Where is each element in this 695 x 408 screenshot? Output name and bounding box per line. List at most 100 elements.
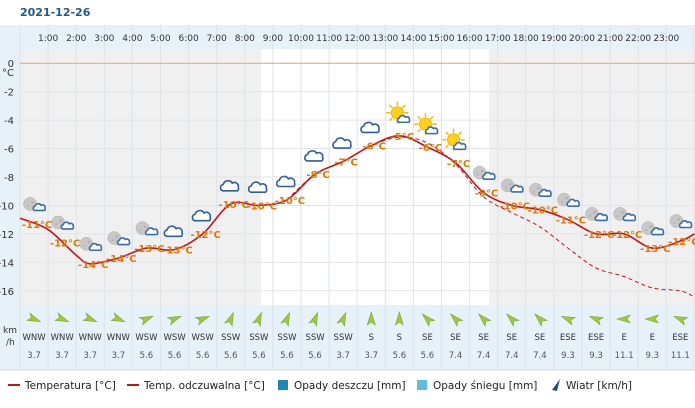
date-title: 2021-12-26	[20, 6, 91, 19]
night-cloud-icon	[613, 207, 637, 222]
wind-arrow-icon	[366, 310, 376, 326]
legend-item: Opady deszczu [mm]	[278, 380, 406, 392]
wind-arrow-icon	[280, 311, 291, 328]
wind-arrow-icon	[421, 313, 436, 328]
wind-arrow-icon	[138, 315, 154, 326]
wind-arrow-icon	[223, 311, 234, 328]
wind-direction: S	[369, 333, 374, 343]
wind-direction: SE	[506, 333, 517, 343]
wind-direction: WNW	[79, 333, 103, 343]
temperature-label: -12°C	[50, 238, 80, 249]
wind-speed: 5.6	[196, 351, 210, 361]
sun-cloud-icon	[442, 128, 467, 151]
wind-speed: 3.7	[83, 351, 97, 361]
cloud-icon	[275, 175, 296, 188]
wind-unit-h: /h	[6, 338, 15, 348]
wind-direction: SE	[422, 333, 433, 343]
temperature-label: -13°C	[640, 244, 670, 255]
cloud-icon	[219, 179, 240, 192]
wind-direction: SSW	[334, 333, 354, 343]
wind-speed: 3.7	[336, 351, 350, 361]
wind-arrow-icon	[672, 315, 689, 326]
cloud-icon	[332, 137, 352, 149]
wind-arrow-icon	[449, 313, 464, 328]
temperature-label: -10°C	[528, 206, 558, 217]
night-cloud-icon	[501, 178, 524, 193]
hour-label: 7:00	[207, 34, 227, 44]
wind-direction: WNW	[51, 333, 75, 343]
y-tick-label: -12	[0, 230, 14, 241]
wind-arrow-icon	[477, 313, 492, 328]
wind-direction: SE	[478, 333, 489, 343]
wind-direction: SSW	[305, 333, 325, 343]
legend-swatch	[278, 380, 288, 390]
night-cloud-icon	[79, 237, 103, 252]
night-cloud-icon	[107, 231, 131, 246]
left-axis-panel	[0, 25, 20, 370]
wind-speed: 5.6	[168, 351, 182, 361]
wind-direction: WNW	[107, 333, 131, 343]
hour-label: 4:00	[122, 34, 142, 44]
y-tick-label: -8	[4, 173, 14, 184]
hour-label: 9:00	[263, 34, 283, 44]
wind-speed: 3.7	[112, 351, 126, 361]
wind-arrow-icon	[644, 314, 660, 324]
wind-speed: 11.1	[671, 351, 690, 361]
wind-arrow-icon	[394, 310, 404, 326]
wind-speed: 5.6	[421, 351, 435, 361]
wind-speed: 5.6	[140, 351, 154, 361]
wind-arrow-icon	[54, 312, 70, 323]
hour-label: 13:00	[372, 34, 398, 44]
temperature-label: -14°C	[106, 254, 136, 265]
wind-direction: SE	[534, 333, 545, 343]
hour-label: 23:00	[653, 34, 679, 44]
temperature-label: -5°C	[391, 132, 414, 143]
temperature-label: -12°C	[584, 230, 614, 241]
cloud-icon	[247, 181, 268, 193]
legend-item: Opady śniegu [mm]	[417, 380, 537, 392]
legend: Temperatura [°C] Temp. odczuwalna [°C] Opa…	[8, 379, 632, 392]
temperature-label: -11°C	[556, 216, 586, 227]
wind-arrow-icon	[110, 312, 126, 323]
wind-arrow-icon	[336, 311, 347, 328]
wind-direction: SE	[450, 333, 461, 343]
wind-speed: 7.4	[505, 351, 519, 361]
temperature-label: -12°C	[612, 230, 642, 241]
cloud-icon	[191, 209, 212, 222]
night-cloud-icon	[669, 214, 693, 229]
wind-speed: 11.1	[615, 351, 634, 361]
temperature-label: -12°C	[190, 230, 220, 241]
y-tick-label: -4	[4, 116, 14, 127]
hour-label: 11:00	[316, 34, 342, 44]
hour-label: 14:00	[400, 34, 426, 44]
temperature-label: -10°C	[500, 201, 530, 212]
wind-arrow-icon	[308, 311, 319, 328]
temperature-line	[19, 134, 695, 265]
wind-direction: WSW	[163, 333, 186, 343]
temperature-label: -13°C	[134, 244, 164, 255]
cloud-icon	[163, 225, 184, 238]
wind-rows: WNW 3.7 WNW 3.7 WNW 3.7 WNW 3.7 WSW 5.6 WSW 5.6 WSW 5…	[22, 310, 690, 361]
wind-speed: 7.4	[449, 351, 463, 361]
wind-speed: 9.3	[561, 351, 575, 361]
legend-swatch	[417, 380, 427, 390]
night-cloud-icon	[557, 192, 580, 207]
wind-arrow-icon	[26, 312, 42, 323]
hour-labels: 1:00 2:00 3:00 4:00 5:00 6:00 7:00 8:00 9:00 10:0…	[38, 34, 680, 44]
y-tick-label: -14	[0, 258, 14, 269]
wind-arrow-icon	[194, 315, 211, 326]
y-tick-label: 0	[8, 59, 14, 70]
temperature-label: -6°C	[363, 142, 386, 153]
temperature-label: -9°C	[475, 189, 498, 200]
wind-arrow-icon	[616, 314, 631, 324]
wind-arrow-icon	[82, 312, 98, 323]
sun-cloud-icon	[386, 101, 411, 124]
temperature-labels: -11°C-12°C-14°C-14°C-13°C-13°C-12°C-10°C…	[22, 132, 695, 271]
wind-arrow-icon	[588, 315, 605, 326]
wind-arrow-icon	[166, 315, 182, 326]
hour-label: 22:00	[625, 34, 651, 44]
wind-speed: 5.6	[393, 351, 407, 361]
wind-direction: SSW	[277, 333, 297, 343]
night-cloud-icon	[641, 221, 665, 236]
